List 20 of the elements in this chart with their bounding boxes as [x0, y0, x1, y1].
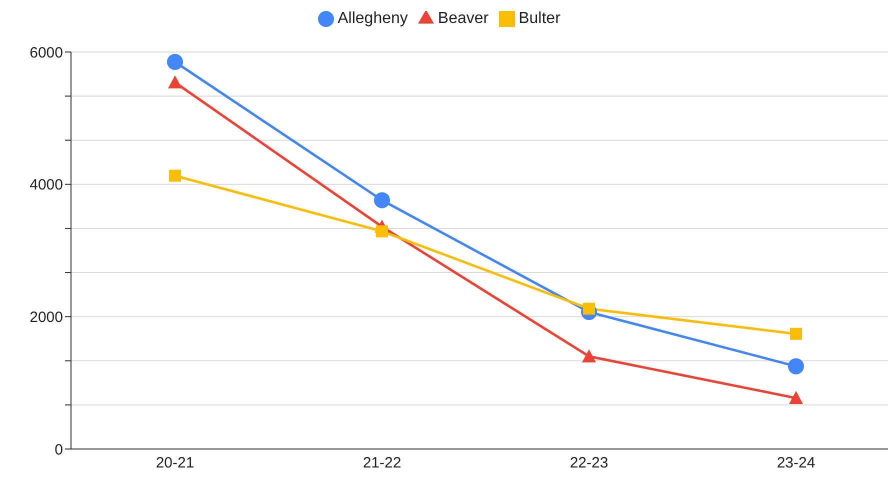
point	[788, 358, 804, 374]
point	[790, 328, 802, 340]
y-tick-label: 4000	[30, 176, 63, 194]
x-tick-label: 20-21	[156, 454, 194, 472]
x-tick-label: 22-23	[570, 454, 608, 472]
legend-label: Beaver	[438, 10, 489, 27]
legend-label: Allegheny	[338, 10, 408, 27]
point	[376, 225, 388, 238]
y-tick-label: 0	[54, 441, 63, 458]
point	[169, 170, 181, 182]
point	[582, 349, 596, 362]
x-tick-label: 21-22	[362, 454, 402, 472]
x-tick-label: 23-24	[776, 454, 816, 472]
point	[374, 192, 390, 208]
point	[167, 54, 183, 70]
point	[789, 391, 803, 404]
legend-label: Bulter	[518, 10, 560, 27]
y-tick-label: 6000	[30, 44, 63, 62]
y-tick-label: 2000	[30, 308, 63, 326]
point	[168, 75, 182, 88]
